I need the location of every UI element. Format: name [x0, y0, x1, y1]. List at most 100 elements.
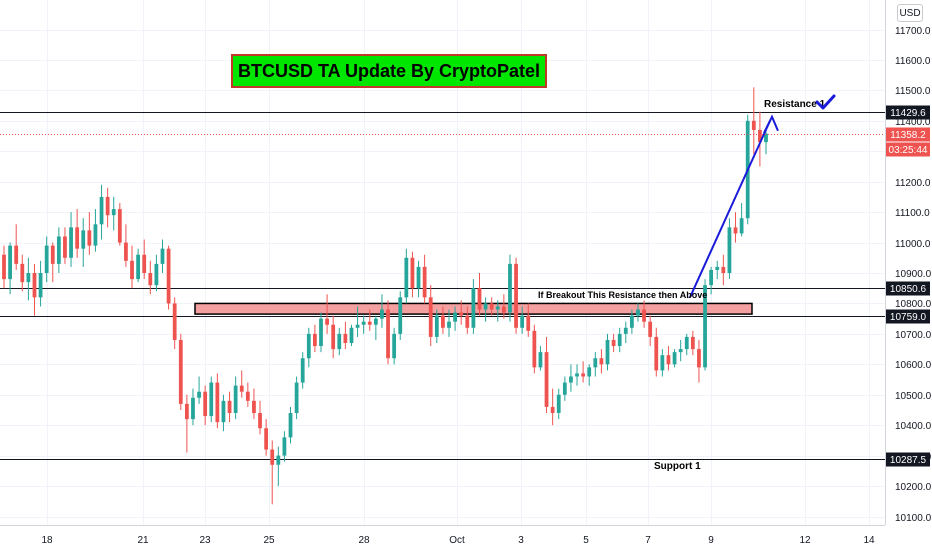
candle-body: [386, 309, 390, 359]
candle: [87, 212, 92, 255]
last-price-label: 11358.2: [890, 130, 926, 141]
candle: [733, 212, 738, 243]
candle: [63, 227, 67, 264]
time-axis[interactable]: 18 21 23 25 28 Oct 3 5 7 9 12 14: [0, 525, 885, 547]
candle-body: [191, 397, 195, 420]
candle-body: [215, 382, 220, 423]
candle: [587, 364, 592, 386]
candle: [373, 315, 378, 340]
currency-button[interactable]: USD: [897, 4, 923, 22]
candle: [629, 309, 634, 334]
candle-body: [581, 373, 586, 377]
candle-body: [75, 227, 80, 249]
candle-body: [697, 349, 701, 368]
candle-body: [514, 263, 518, 328]
candle: [117, 202, 122, 246]
price-tick-label: 10100.0: [895, 513, 932, 524]
candle-body: [654, 336, 659, 371]
candle: [191, 388, 195, 426]
candle-body: [270, 449, 275, 465]
support-1-label: Support 1: [654, 461, 701, 472]
candle-body: [93, 224, 98, 246]
candle-body: [404, 257, 409, 298]
candle-body: [660, 355, 665, 371]
candle: [678, 339, 683, 362]
candle-body: [227, 400, 232, 414]
candle: [526, 303, 531, 337]
price-tick-label: 10600.0: [895, 360, 932, 371]
price-tick-label: 10400.0: [895, 421, 932, 432]
candle: [227, 391, 232, 423]
candle-body: [764, 133, 768, 143]
candle-body: [264, 428, 269, 450]
time-tick-label: 18: [41, 535, 53, 546]
candle-body: [166, 248, 171, 304]
candle: [313, 324, 317, 353]
candle: [258, 400, 262, 435]
candle-body: [221, 400, 226, 423]
candle-body: [313, 333, 317, 347]
candle-body: [178, 339, 183, 404]
candle: [501, 294, 506, 319]
candle-body: [617, 333, 622, 347]
candle-body: [666, 355, 671, 365]
candle: [105, 187, 110, 228]
candle-body: [160, 248, 165, 264]
time-tick-label: 5: [583, 535, 589, 546]
candle: [288, 406, 293, 444]
candle-body: [562, 382, 567, 395]
candle: [617, 327, 622, 353]
candle: [148, 260, 153, 295]
candle: [672, 349, 677, 368]
time-tick-label: 7: [645, 535, 651, 546]
candle: [14, 224, 19, 270]
candle: [294, 376, 299, 420]
candle: [331, 315, 336, 359]
candle-body: [459, 312, 464, 316]
level-badge-label: 10287.5: [890, 455, 927, 466]
candle: [349, 324, 354, 347]
candle: [282, 431, 287, 462]
price-tick-label: 11500.0: [895, 86, 931, 97]
candle: [124, 224, 128, 267]
candle: [562, 376, 567, 401]
candle: [343, 321, 348, 350]
candle-body: [306, 333, 311, 359]
candle-body: [434, 315, 439, 337]
candles-group: [2, 87, 768, 505]
candle-body: [50, 245, 55, 264]
candle: [416, 260, 421, 298]
candle-body: [465, 315, 470, 328]
candle: [276, 446, 281, 487]
price-tick-label: 10200.0: [895, 482, 932, 493]
candle: [178, 333, 183, 410]
price-axis[interactable]: 10100.010200.010300.010400.010500.010600…: [885, 0, 932, 525]
candle: [32, 263, 37, 316]
level-badge: [886, 452, 930, 467]
candle: [239, 370, 244, 398]
candle: [550, 388, 555, 426]
candle: [252, 388, 256, 420]
candle: [166, 245, 171, 310]
candle-body: [111, 209, 116, 216]
time-tick-label: 28: [358, 535, 370, 546]
candle-body: [544, 352, 549, 407]
candle-body: [343, 333, 348, 344]
candle: [459, 300, 464, 325]
candle-body: [629, 315, 634, 328]
time-tick-label: Oct: [449, 535, 465, 546]
candle: [142, 239, 147, 280]
price-tick-label: 10900.0: [895, 269, 932, 280]
annotations: Resistance 1 If Breakout This Resistance…: [538, 94, 836, 472]
candle-body: [44, 245, 49, 273]
trendline: [689, 120, 771, 298]
candle-body: [495, 306, 500, 310]
candle-body: [636, 309, 640, 316]
candle: [623, 321, 628, 344]
candle: [337, 327, 342, 356]
candle-body: [349, 327, 354, 344]
check-icon: [815, 94, 836, 110]
candle-body: [703, 285, 707, 368]
candle: [270, 440, 275, 505]
